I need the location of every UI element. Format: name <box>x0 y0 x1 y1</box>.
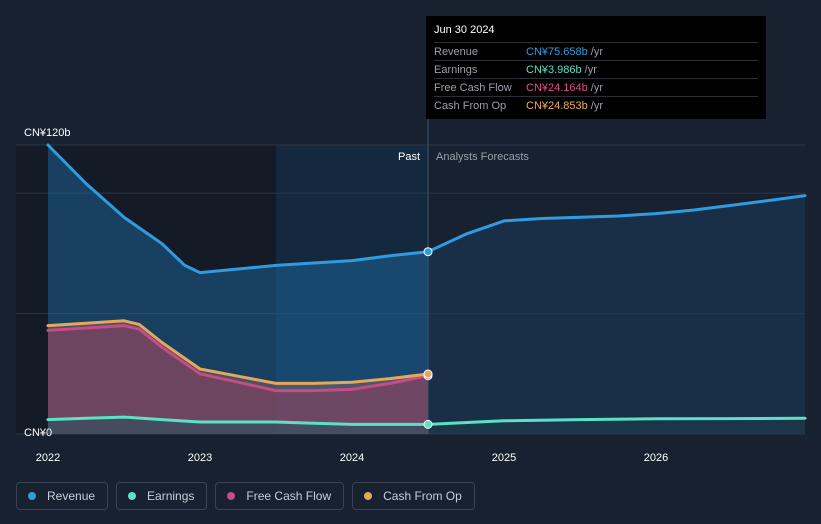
x-tick-label: 2024 <box>340 452 364 464</box>
x-tick-label: 2026 <box>644 452 668 464</box>
free-cash-flow-area <box>48 325 428 434</box>
earnings-line-forecast <box>426 416 807 426</box>
earnings-marker <box>423 419 433 429</box>
tooltip-unit: /yr <box>590 99 604 112</box>
tooltip-row-cash-from-op: Cash From Op CN¥24.853b /yr <box>434 96 758 114</box>
legend-item-cash-from-op[interactable]: Cash From Op <box>352 482 475 510</box>
tooltip-label: Free Cash Flow <box>434 81 512 94</box>
legend-label: Cash From Op <box>383 489 462 503</box>
tooltip-row-earnings: Earnings CN¥3.986b /yr <box>434 60 758 78</box>
earnings-line-past <box>46 415 430 426</box>
tooltip-unit: /yr <box>590 45 604 58</box>
tooltip-unit: /yr <box>584 63 597 76</box>
tooltip-unit: /yr <box>590 81 604 94</box>
tooltip: Jun 30 2024 Revenue CN¥75.658b /yr Earni… <box>426 16 766 119</box>
tooltip-value: CN¥24.853b <box>526 99 588 112</box>
legend-dot-icon <box>227 492 236 500</box>
legend-item-earnings[interactable]: Earnings <box>116 482 208 510</box>
revenue-line-past <box>46 143 430 275</box>
legend-dot-icon <box>28 492 36 500</box>
tooltip-date: Jun 30 2024 <box>434 24 495 36</box>
revenue-marker <box>423 247 433 257</box>
legend-label: Earnings <box>147 489 195 503</box>
legend-label: Free Cash Flow <box>246 489 332 503</box>
revenue-area-forecast <box>428 195 805 434</box>
free-cash-flow-line <box>46 324 430 393</box>
tooltip-value: CN¥24.164b <box>526 81 588 94</box>
legend-item-revenue[interactable]: Revenue <box>16 482 109 510</box>
legend: Revenue Earnings Free Cash Flow Cash Fro… <box>16 482 475 510</box>
forecast-label: Analysts Forecasts <box>436 151 529 163</box>
tooltip-value: CN¥75.658b <box>526 45 588 58</box>
earnings-area-forecast <box>428 418 805 434</box>
tooltip-label: Cash From Op <box>434 99 507 112</box>
legend-label: Revenue <box>47 489 96 503</box>
tooltip-label: Revenue <box>434 45 479 58</box>
legend-item-free-cash-flow[interactable]: Free Cash Flow <box>215 482 345 510</box>
cash-from-op-line <box>46 319 430 385</box>
tooltip-row-free-cash-flow: Free Cash Flow CN¥24.164b /yr <box>434 78 758 96</box>
cash-from-op-marker <box>423 369 433 379</box>
tooltip-label: Earnings <box>434 63 478 76</box>
past-label: Past <box>398 151 420 163</box>
tooltip-value: CN¥3.986b <box>526 63 582 76</box>
revenue-line-forecast <box>426 194 807 254</box>
x-tick-label: 2023 <box>188 452 212 464</box>
earnings-area-past <box>48 417 428 434</box>
y-tick-label: CN¥120b <box>24 127 70 139</box>
legend-dot-icon <box>128 492 137 500</box>
y-tick-label: CN¥0 <box>24 427 52 439</box>
x-tick-label: 2022 <box>36 452 60 464</box>
x-tick-label: 2025 <box>492 452 516 464</box>
tooltip-row-revenue: Revenue CN¥75.658b /yr <box>434 42 758 60</box>
legend-dot-icon <box>364 492 373 500</box>
